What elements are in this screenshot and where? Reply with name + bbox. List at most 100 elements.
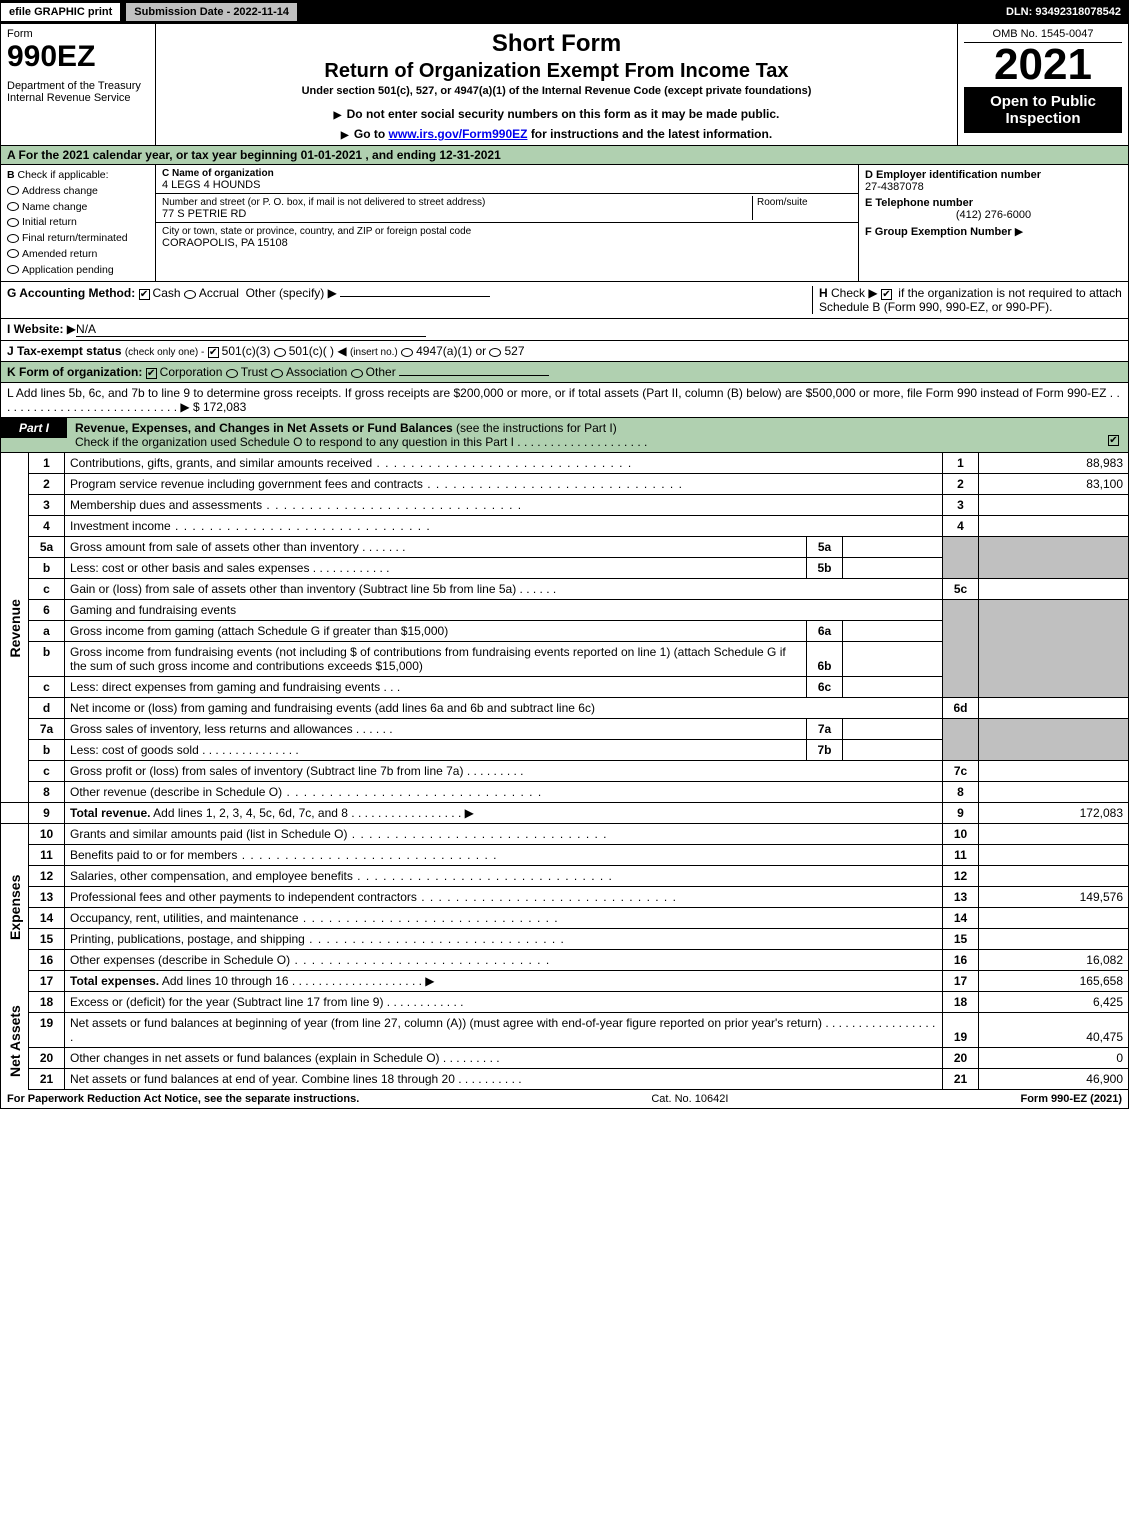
line-20-num: 20 bbox=[29, 1048, 65, 1069]
line-5c-value bbox=[979, 579, 1129, 600]
line-19-num: 19 bbox=[29, 1013, 65, 1048]
name-change-checkbox[interactable] bbox=[7, 202, 19, 211]
l-amount: $ 172,083 bbox=[193, 400, 246, 414]
line-3-text: Membership dues and assessments bbox=[65, 495, 943, 516]
page-footer: For Paperwork Reduction Act Notice, see … bbox=[0, 1090, 1129, 1109]
short-form-title: Short Form bbox=[162, 30, 951, 58]
other-label: Other (specify) bbox=[246, 286, 325, 300]
schedule-o-checkbox[interactable] bbox=[1108, 435, 1119, 446]
line-8-num: 8 bbox=[29, 782, 65, 803]
h-check-text: Check ▶ bbox=[831, 286, 878, 300]
line-14-num: 14 bbox=[29, 908, 65, 929]
line-10-rnum: 10 bbox=[943, 824, 979, 845]
j-label: J Tax-exempt status bbox=[7, 344, 122, 358]
line-1-value: 88,983 bbox=[979, 453, 1129, 474]
instr-goto-suffix: for instructions and the latest informat… bbox=[531, 127, 772, 141]
line-13-rnum: 13 bbox=[943, 887, 979, 908]
shaded-cell bbox=[979, 600, 1129, 698]
row-k-form-org: K Form of organization: Corporation Trus… bbox=[0, 362, 1129, 383]
row-i-website: I Website: ▶N/A bbox=[0, 319, 1129, 341]
line-5a-innernum: 5a bbox=[807, 537, 843, 558]
line-19-rnum: 19 bbox=[943, 1013, 979, 1048]
corp-checkbox[interactable] bbox=[146, 368, 157, 379]
insert-label: (insert no.) bbox=[350, 347, 398, 358]
accrual-checkbox[interactable] bbox=[184, 290, 196, 299]
line-19-text: Net assets or fund balances at beginning… bbox=[65, 1013, 943, 1048]
ein-label: D Employer identification number bbox=[865, 169, 1122, 181]
form-number: 990EZ bbox=[7, 40, 149, 74]
line-15-text: Printing, publications, postage, and shi… bbox=[65, 929, 943, 950]
line-16-rnum: 16 bbox=[943, 950, 979, 971]
line-10-value bbox=[979, 824, 1129, 845]
website-value: N/A bbox=[76, 322, 426, 337]
address-change-checkbox[interactable] bbox=[7, 186, 19, 195]
line-7c-num: c bbox=[29, 761, 65, 782]
527-checkbox[interactable] bbox=[489, 348, 501, 357]
line-21-rnum: 21 bbox=[943, 1069, 979, 1090]
line-6a-text: Gross income from gaming (attach Schedul… bbox=[65, 621, 807, 642]
line-12-text: Salaries, other compensation, and employ… bbox=[65, 866, 943, 887]
line-7b-innernum: 7b bbox=[807, 740, 843, 761]
check-if-label: Check if applicable: bbox=[18, 169, 109, 181]
line-9-rnum: 9 bbox=[943, 803, 979, 824]
501c-label: 501(c)( ) bbox=[289, 344, 334, 358]
501c3-checkbox[interactable] bbox=[208, 347, 219, 358]
line-13-value: 149,576 bbox=[979, 887, 1129, 908]
final-return-checkbox[interactable] bbox=[7, 234, 19, 243]
final-return-label: Final return/terminated bbox=[22, 232, 128, 244]
line-15-rnum: 15 bbox=[943, 929, 979, 950]
amended-return-checkbox[interactable] bbox=[7, 249, 19, 258]
other-org-checkbox[interactable] bbox=[351, 369, 363, 378]
line-6d-text: Net income or (loss) from gaming and fun… bbox=[65, 698, 943, 719]
501c-checkbox[interactable] bbox=[274, 348, 286, 357]
line-6d-rnum: 6d bbox=[943, 698, 979, 719]
line-11-value bbox=[979, 845, 1129, 866]
line-9-value: 172,083 bbox=[979, 803, 1129, 824]
trust-checkbox[interactable] bbox=[226, 369, 238, 378]
line-12-value bbox=[979, 866, 1129, 887]
efile-print-button[interactable]: efile GRAPHIC print bbox=[0, 2, 121, 22]
part-1-table: Revenue 1 Contributions, gifts, grants, … bbox=[0, 453, 1129, 1090]
cash-checkbox[interactable] bbox=[139, 289, 150, 300]
line-11-num: 11 bbox=[29, 845, 65, 866]
line-3-value bbox=[979, 495, 1129, 516]
other-org-label: Other bbox=[366, 365, 396, 379]
application-pending-checkbox[interactable] bbox=[7, 265, 19, 274]
line-8-value bbox=[979, 782, 1129, 803]
initial-return-checkbox[interactable] bbox=[7, 218, 19, 227]
info-block: B Check if applicable: Address change Na… bbox=[0, 165, 1129, 282]
line-13-num: 13 bbox=[29, 887, 65, 908]
assoc-checkbox[interactable] bbox=[271, 369, 283, 378]
line-16-num: 16 bbox=[29, 950, 65, 971]
submission-date: Submission Date - 2022-11-14 bbox=[125, 2, 298, 22]
header-left: Form 990EZ Department of the Treasury In… bbox=[1, 24, 156, 145]
org-city: CORAOPOLIS, PA 15108 bbox=[162, 237, 288, 249]
line-4-value bbox=[979, 516, 1129, 537]
main-title: Return of Organization Exempt From Incom… bbox=[162, 60, 951, 83]
corp-label: Corporation bbox=[160, 365, 223, 379]
part-1-subtitle: (see the instructions for Part I) bbox=[456, 421, 617, 435]
row-l-gross-receipts: L Add lines 5b, 6c, and 7b to line 9 to … bbox=[0, 383, 1129, 418]
irs-link[interactable]: www.irs.gov/Form990EZ bbox=[389, 127, 528, 141]
dln-number: DLN: 93492318078542 bbox=[998, 3, 1129, 21]
org-street: 77 S PETRIE RD bbox=[162, 208, 246, 220]
line-14-text: Occupancy, rent, utilities, and maintena… bbox=[65, 908, 943, 929]
room-label: Room/suite bbox=[757, 197, 808, 208]
other-org-input[interactable] bbox=[399, 375, 549, 376]
line-7a-text: Gross sales of inventory, less returns a… bbox=[65, 719, 807, 740]
subtitle: Under section 501(c), 527, or 4947(a)(1)… bbox=[162, 85, 951, 97]
line-5b-innerval bbox=[843, 558, 943, 579]
h-checkbox[interactable] bbox=[881, 289, 892, 300]
arrow-icon bbox=[341, 127, 351, 141]
4947-checkbox[interactable] bbox=[401, 348, 413, 357]
other-specify-input[interactable] bbox=[340, 296, 490, 297]
phone-label: E Telephone number bbox=[865, 197, 1122, 209]
line-1-num: 1 bbox=[29, 453, 65, 474]
form-header: Form 990EZ Department of the Treasury In… bbox=[0, 24, 1129, 146]
line-18-rnum: 18 bbox=[943, 992, 979, 1013]
line-21-text: Net assets or fund balances at end of ye… bbox=[65, 1069, 943, 1090]
line-18-num: 18 bbox=[29, 992, 65, 1013]
line-17-text: Total expenses. Add lines 10 through 16 … bbox=[65, 971, 943, 992]
line-10-num: 10 bbox=[29, 824, 65, 845]
line-5c-num: c bbox=[29, 579, 65, 600]
